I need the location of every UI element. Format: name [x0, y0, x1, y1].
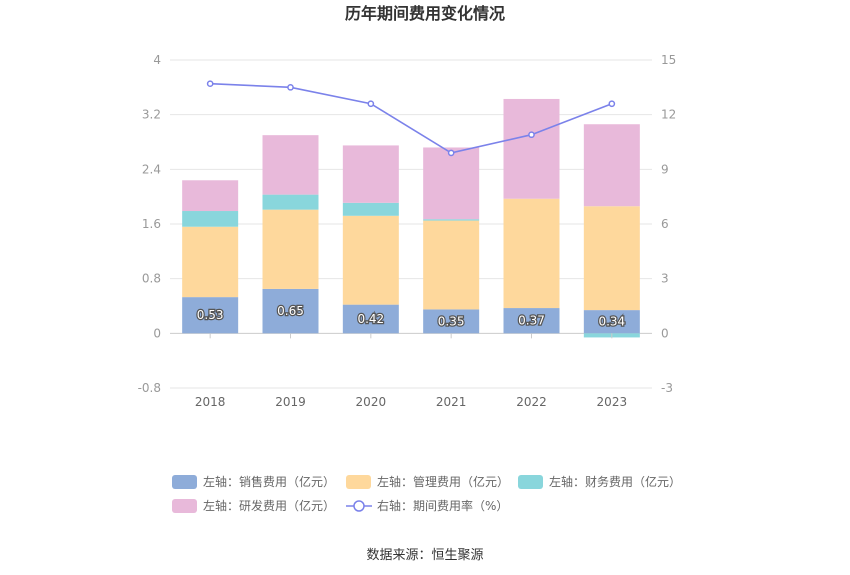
bar-segment [503, 308, 560, 334]
bar-segment [182, 226, 239, 298]
legend: 左轴：销售费用（亿元） 左轴：管理费用（亿元） 左轴：财务费用（亿元） 左轴：研发费用… [172, 474, 681, 513]
line-point [206, 80, 214, 88]
grid [170, 59, 652, 389]
bar-segment [503, 198, 560, 309]
bar-data-label: 0.37 [518, 314, 545, 328]
x-tick-label: 2021 [436, 395, 467, 409]
right-tick-label: 12 [661, 108, 676, 122]
right-tick-label: 9 [661, 162, 669, 176]
legend-swatch [346, 475, 371, 489]
data-labels: 0.53 0.65 0.42 0.35 0.37 0.34 [196, 303, 627, 330]
x-tick-label: 2019 [275, 395, 306, 409]
right-tick-label: 3 [661, 272, 669, 286]
bar-segment [262, 194, 319, 210]
bar-data-label: 0.42 [357, 312, 384, 326]
line-point [367, 100, 375, 108]
left-tick-label: 0 [153, 326, 161, 340]
legend-swatch [172, 475, 197, 489]
bar-segment [342, 145, 399, 203]
bar-segment [423, 309, 480, 334]
left-axis: -0.8 0 0.8 1.6 2.4 3.2 4 [138, 53, 161, 395]
bar-data-label: 0.65 [277, 304, 304, 318]
bar-segment [423, 219, 480, 221]
line-point [287, 83, 294, 91]
bar-segment [423, 220, 480, 310]
bar-series [182, 98, 640, 338]
legend-label: 左轴：研发费用（亿元） [203, 498, 335, 513]
x-tick-label: 2022 [516, 395, 547, 409]
right-tick-label: -3 [661, 381, 673, 395]
legend-label: 左轴：管理费用（亿元） [377, 474, 509, 489]
line-point [528, 131, 535, 139]
line-point [447, 149, 455, 157]
bar-segment [262, 209, 319, 289]
x-axis: 2018 2019 2020 2021 2022 2023 [195, 333, 627, 409]
left-tick-label: 0.8 [142, 272, 161, 286]
bar-segment [503, 98, 560, 199]
bar-data-label: 0.53 [197, 308, 224, 322]
left-tick-label: 4 [153, 53, 161, 67]
right-axis: -3 0 3 6 9 12 15 [661, 53, 676, 395]
legend-label: 左轴：财务费用（亿元） [549, 474, 681, 489]
bar-segment [182, 180, 239, 212]
x-tick-label: 2018 [195, 395, 226, 409]
bar-segment [262, 135, 319, 195]
bar-segment [182, 297, 239, 334]
right-tick-label: 0 [661, 326, 669, 340]
left-tick-label: 3.2 [142, 108, 161, 122]
legend-swatch [518, 475, 543, 489]
bar-segment [583, 310, 640, 334]
source-note: 数据来源：恒生聚源 [366, 548, 483, 563]
left-tick-label: -0.8 [138, 381, 161, 395]
bar-segment [342, 215, 399, 305]
bar-segment [342, 304, 399, 334]
x-tick-label: 2020 [356, 395, 387, 409]
line-series [206, 80, 616, 157]
left-tick-label: 2.4 [142, 162, 161, 176]
right-tick-label: 6 [661, 217, 669, 231]
legend-label: 左轴：销售费用（亿元） [203, 474, 335, 489]
left-tick-label: 1.6 [142, 217, 161, 231]
bar-segment [583, 124, 640, 207]
legend-swatch [353, 500, 365, 512]
line-path [210, 82, 613, 154]
bar-segment [262, 288, 319, 334]
bar-segment [182, 211, 239, 227]
bar-segment [423, 147, 480, 220]
right-tick-label: 15 [661, 53, 676, 67]
legend-label: 右轴：期间费用率（%） [377, 498, 508, 513]
x-tick-label: 2023 [597, 395, 628, 409]
bar-data-label: 0.35 [438, 314, 465, 328]
line-point [608, 100, 616, 108]
bar-segment [342, 202, 399, 216]
bar-data-label: 0.34 [598, 315, 625, 329]
chart-title: 历年期间费用变化情况 [345, 4, 505, 23]
legend-swatch [172, 499, 197, 513]
bar-segment [583, 206, 640, 311]
